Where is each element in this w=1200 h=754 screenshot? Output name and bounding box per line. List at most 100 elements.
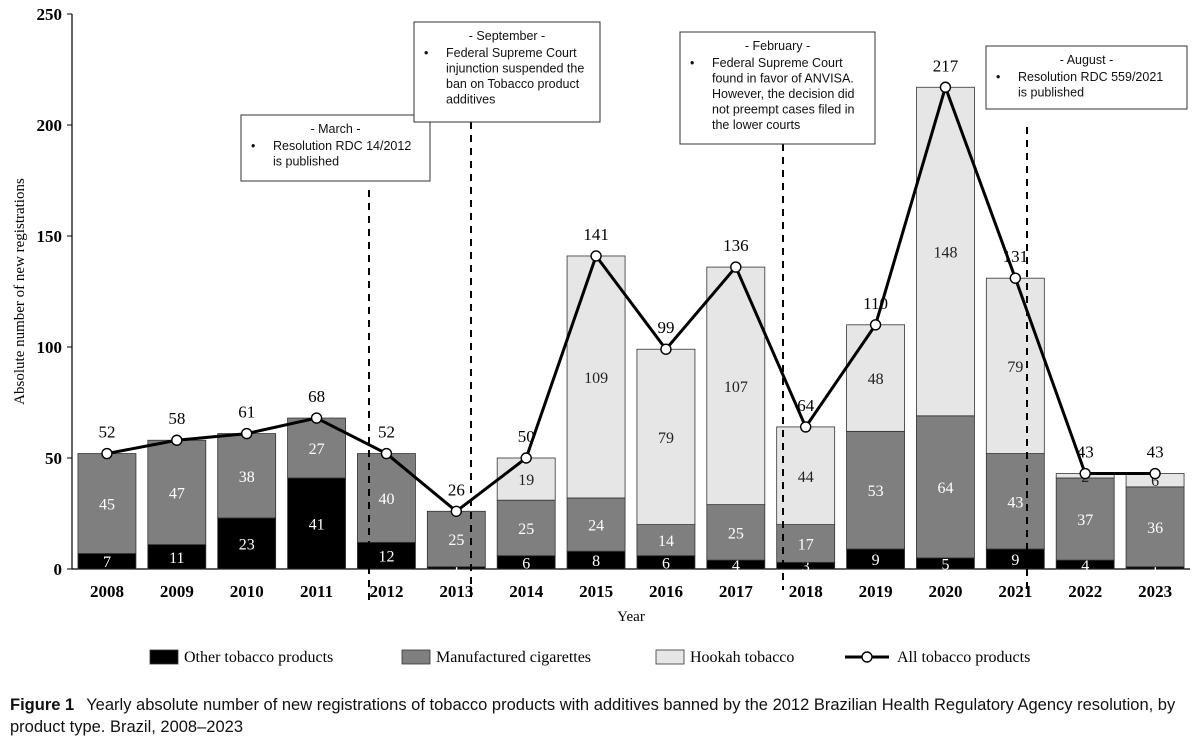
annotation-line: found in favor of ANVISA. xyxy=(712,72,854,86)
figure-caption: Figure 1 Yearly absolute number of new re… xyxy=(10,694,1190,738)
bar-value-label: 4 xyxy=(732,558,740,575)
bar-value-label: 53 xyxy=(868,483,884,500)
bar-value-label: 25 xyxy=(448,532,464,549)
annotation-line: additives xyxy=(446,93,495,107)
bar-value-label: 37 xyxy=(1077,512,1093,529)
y-tick-label: 50 xyxy=(45,449,62,468)
total-point xyxy=(1009,272,1022,284)
total-point xyxy=(520,452,532,464)
bar-segment-1 xyxy=(147,544,207,570)
total-point xyxy=(240,427,253,440)
total-point xyxy=(730,261,742,273)
y-tick-label: 150 xyxy=(37,227,63,246)
annotation-box xyxy=(679,31,876,145)
total-point xyxy=(799,421,812,433)
annotation-line: is published xyxy=(273,155,339,169)
bar-value-label: 12 xyxy=(378,549,394,566)
bar-segment-2 xyxy=(916,415,975,559)
x-tick-label: 2012 xyxy=(369,582,403,601)
total-point xyxy=(869,319,882,331)
y-tick-label: 200 xyxy=(37,116,63,135)
y-tick-label: 250 xyxy=(37,5,63,24)
x-tick-label: 2017 xyxy=(719,582,754,601)
x-tick-label: 2013 xyxy=(439,582,473,601)
x-tick-label: 2016 xyxy=(649,582,683,601)
bar-segment-2 xyxy=(426,510,486,568)
x-tick-label: 2010 xyxy=(230,582,264,601)
x-tick-label: 2018 xyxy=(789,582,823,601)
bar-value-label: 25 xyxy=(728,525,744,542)
bar-value-label: 1 xyxy=(452,561,460,578)
total-value-label: 43 xyxy=(1147,443,1164,462)
y-tick-label: 100 xyxy=(37,338,63,357)
bar-segment-2 xyxy=(77,453,137,554)
x-tick-label: 2020 xyxy=(928,582,962,601)
bar-value-label: 38 xyxy=(239,469,255,486)
annotation-bullet: • xyxy=(251,139,255,153)
x-tick-label: 2022 xyxy=(1068,582,1102,601)
bar-segment-2 xyxy=(496,499,556,557)
bar-value-label: 9 xyxy=(1011,552,1019,569)
total-value-label: 136 xyxy=(723,236,749,255)
total-value-label: 58 xyxy=(168,409,185,428)
bar-segment-3 xyxy=(636,348,696,526)
total-value-label: 64 xyxy=(797,396,815,415)
x-tick-label: 2023 xyxy=(1138,582,1172,601)
bar-segment-2 xyxy=(566,497,626,552)
bar-value-label: 36 xyxy=(1147,520,1163,537)
bar-value-label: 44 xyxy=(798,469,814,486)
total-value-label: 43 xyxy=(1077,443,1094,462)
y-axis-title: Absolute number of new registrations xyxy=(12,178,28,405)
total-value-label: 141 xyxy=(583,225,609,244)
bar-value-label: 1 xyxy=(1151,561,1159,578)
annotation-line: injunction suspended the xyxy=(446,62,584,76)
annotation-header: - March - xyxy=(311,122,361,136)
annotation-header: - September - xyxy=(469,29,545,43)
total-point xyxy=(101,447,113,460)
total-value-label: 131 xyxy=(1003,247,1029,266)
bar-value-label: 9 xyxy=(872,552,880,569)
total-point xyxy=(939,81,952,93)
bar-value-label: 23 xyxy=(239,536,255,553)
bar-segment-2 xyxy=(217,433,277,519)
bar-value-label: 41 xyxy=(309,516,325,533)
legend-label: Other tobacco products xyxy=(184,649,333,666)
annotation-line: not preempt cases filed in xyxy=(712,103,854,117)
total-value-label: 217 xyxy=(933,56,959,75)
x-tick-label: 2008 xyxy=(90,582,124,601)
total-point xyxy=(380,447,393,460)
total-line xyxy=(106,82,1156,514)
total-point xyxy=(310,412,323,424)
bar-value-label: 109 xyxy=(584,370,608,387)
bar-value-label: 17 xyxy=(798,536,814,553)
bar-segment-3 xyxy=(776,426,836,526)
bar-value-label: 4 xyxy=(1081,558,1089,575)
bar-value-label: 7 xyxy=(103,554,111,571)
annotation-line: Federal Supreme Court xyxy=(446,46,577,60)
figure-caption-text: Yearly absolute number of new registrati… xyxy=(10,696,1176,736)
bar-value-label: 27 xyxy=(309,441,325,458)
bar-value-label: 8 xyxy=(592,553,600,570)
total-point xyxy=(1149,467,1161,480)
bar-value-label: 148 xyxy=(933,245,957,262)
annotation-line: However, the decision did xyxy=(712,87,854,101)
total-value-label: 52 xyxy=(378,423,395,442)
figure-label: Figure 1 xyxy=(10,696,75,714)
legend-label: Manufactured cigarettes xyxy=(436,649,591,666)
bar-segment-2 xyxy=(1055,477,1115,561)
stacked-bar-line-chart: 0501001502002507452008114720092338201041… xyxy=(12,5,1190,666)
bar-segment-3 xyxy=(566,255,626,499)
total-point xyxy=(590,250,602,262)
bar-value-label: 24 xyxy=(588,518,604,535)
bar-segment-2 xyxy=(776,524,836,563)
bar-value-label: 14 xyxy=(658,533,674,550)
bar-value-label: 3 xyxy=(802,559,810,576)
annotation-box xyxy=(240,114,431,182)
legend-line-marker xyxy=(861,651,873,663)
annotation-line: ban on Tobacco product xyxy=(446,77,580,91)
x-tick-label: 2011 xyxy=(300,582,333,601)
y-tick-label: 0 xyxy=(54,560,63,579)
total-value-label: 110 xyxy=(863,294,888,313)
x-axis-title: Year xyxy=(617,609,645,625)
